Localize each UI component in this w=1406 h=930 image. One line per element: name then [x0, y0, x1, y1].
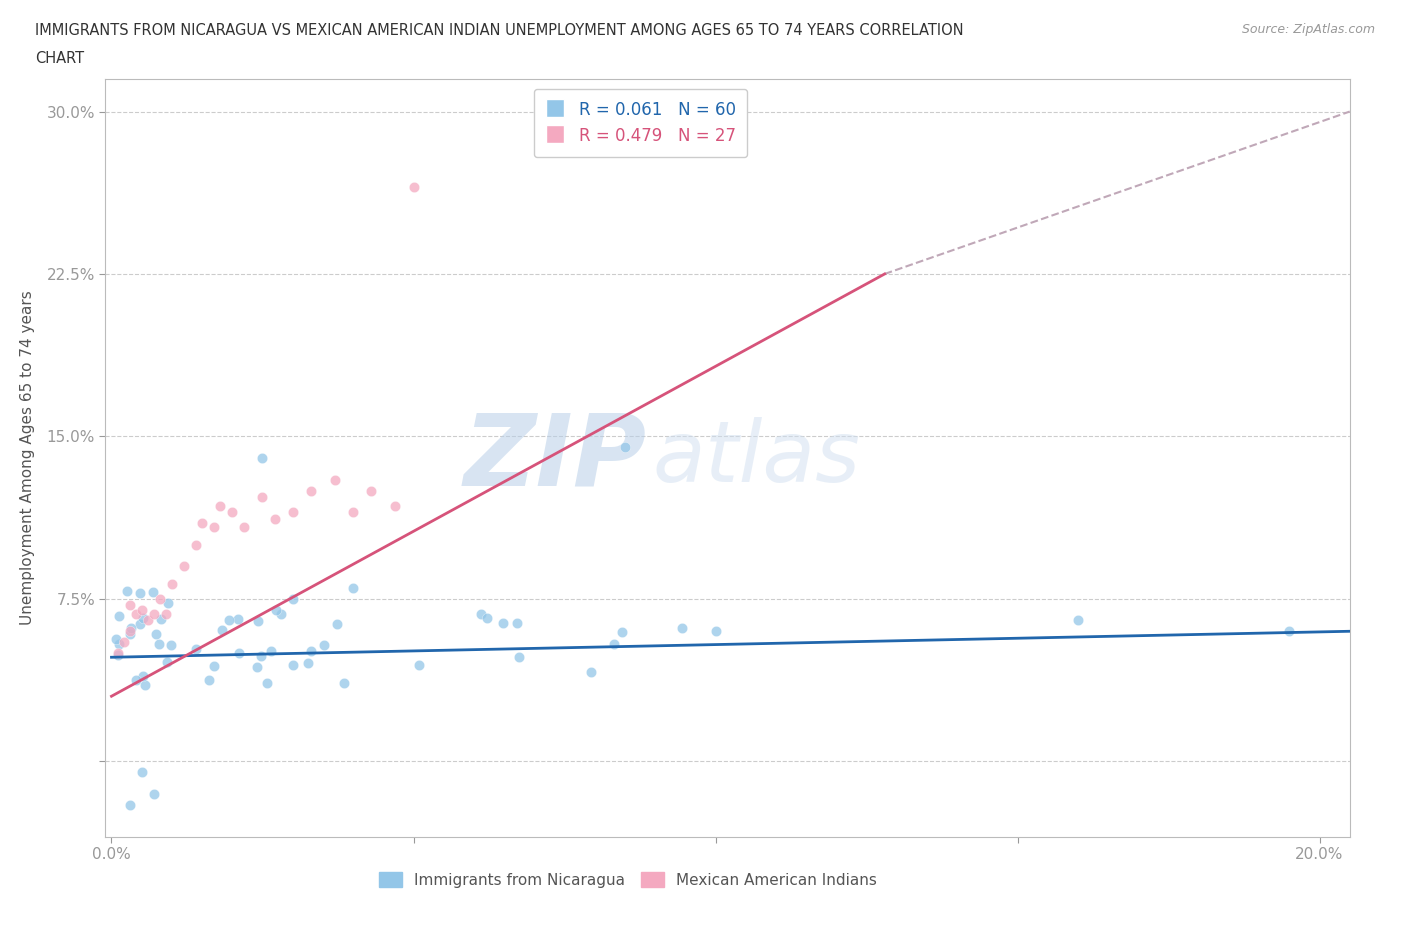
Point: [136, 613, 159, 628]
Point: [107, 648, 129, 663]
Point: [228, 645, 250, 660]
Point: [118, 627, 141, 642]
Point: [342, 505, 364, 520]
Point: [299, 644, 322, 658]
Point: [1067, 613, 1090, 628]
Point: [160, 577, 183, 591]
Point: [477, 610, 499, 625]
Point: [260, 644, 283, 658]
Point: [603, 636, 626, 651]
Point: [128, 617, 150, 631]
Point: [209, 498, 232, 513]
Legend: Immigrants from Nicaragua, Mexican American Indians: Immigrants from Nicaragua, Mexican Ameri…: [373, 866, 883, 894]
Point: [191, 515, 214, 530]
Point: [142, 585, 165, 600]
Point: [252, 489, 274, 504]
Point: [129, 586, 152, 601]
Point: [142, 786, 165, 801]
Point: [704, 624, 727, 639]
Text: CHART: CHART: [35, 51, 84, 66]
Point: [508, 649, 530, 664]
Point: [149, 611, 172, 626]
Point: [202, 658, 225, 673]
Point: [342, 580, 364, 595]
Point: [247, 613, 270, 628]
Point: [148, 636, 170, 651]
Point: [470, 606, 492, 621]
Point: [142, 606, 165, 621]
Point: [107, 609, 129, 624]
Point: [173, 559, 195, 574]
Point: [256, 675, 278, 690]
Point: [112, 634, 135, 649]
Point: [149, 591, 172, 606]
Point: [671, 620, 693, 635]
Point: [263, 512, 285, 526]
Point: [299, 483, 322, 498]
Point: [221, 505, 243, 520]
Point: [233, 520, 256, 535]
Point: [155, 606, 177, 621]
Point: [202, 520, 225, 535]
Point: [384, 498, 406, 513]
Point: [610, 624, 633, 639]
Point: [250, 648, 273, 663]
Point: [281, 591, 304, 606]
Point: [132, 669, 155, 684]
Point: [159, 638, 181, 653]
Point: [1278, 624, 1301, 639]
Text: ZIP: ZIP: [464, 409, 647, 507]
Point: [581, 665, 603, 680]
Point: [131, 764, 153, 779]
Point: [360, 483, 382, 498]
Point: [226, 611, 249, 626]
Point: [252, 451, 274, 466]
Point: [218, 613, 240, 628]
Point: [134, 678, 156, 693]
Point: [118, 624, 141, 639]
Point: [131, 603, 153, 618]
Point: [198, 672, 221, 687]
Point: [115, 584, 138, 599]
Point: [104, 632, 127, 647]
Text: atlas: atlas: [652, 417, 860, 499]
Point: [613, 440, 636, 455]
Point: [492, 616, 515, 631]
Point: [184, 642, 207, 657]
Point: [156, 655, 179, 670]
Point: [184, 538, 207, 552]
Point: [211, 623, 233, 638]
Text: Source: ZipAtlas.com: Source: ZipAtlas.com: [1241, 23, 1375, 36]
Point: [124, 606, 146, 621]
Point: [156, 595, 179, 610]
Point: [281, 505, 304, 520]
Point: [108, 637, 131, 652]
Point: [297, 656, 319, 671]
Point: [107, 645, 129, 660]
Text: IMMIGRANTS FROM NICARAGUA VS MEXICAN AMERICAN INDIAN UNEMPLOYMENT AMONG AGES 65 : IMMIGRANTS FROM NICARAGUA VS MEXICAN AME…: [35, 23, 963, 38]
Point: [402, 179, 425, 194]
Point: [145, 627, 167, 642]
Point: [506, 615, 529, 630]
Point: [264, 603, 287, 618]
Point: [132, 610, 155, 625]
Y-axis label: Unemployment Among Ages 65 to 74 years: Unemployment Among Ages 65 to 74 years: [21, 291, 35, 625]
Point: [333, 676, 356, 691]
Point: [246, 659, 269, 674]
Point: [125, 672, 148, 687]
Point: [312, 638, 335, 653]
Point: [323, 472, 346, 487]
Point: [325, 617, 347, 631]
Point: [281, 658, 304, 672]
Point: [120, 620, 142, 635]
Point: [408, 658, 430, 672]
Point: [270, 606, 292, 621]
Point: [118, 598, 141, 613]
Point: [118, 797, 141, 812]
